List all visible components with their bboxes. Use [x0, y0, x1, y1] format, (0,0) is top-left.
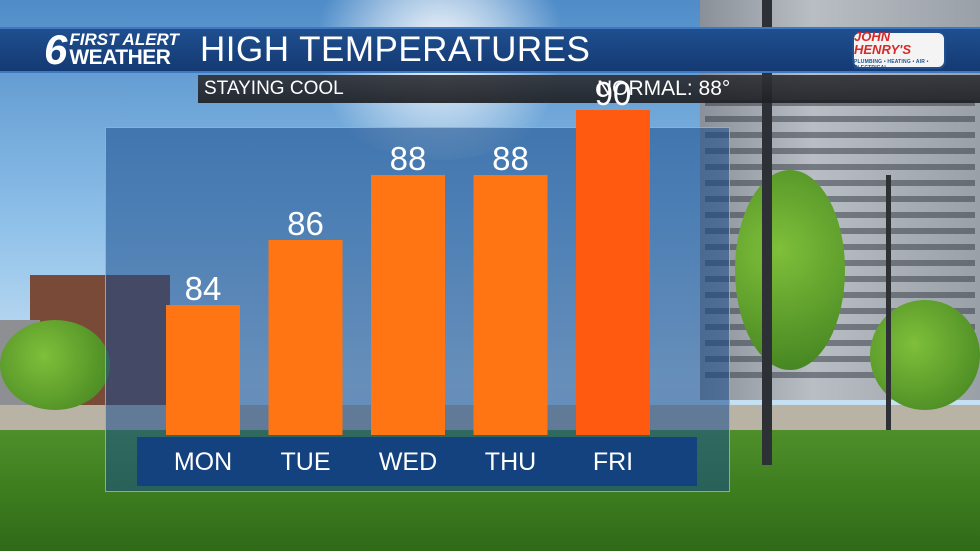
- tree: [735, 170, 845, 370]
- logo-line1: FIRST ALERT: [69, 29, 179, 49]
- value-label-thu: 88: [492, 140, 529, 177]
- bar-wed: [371, 175, 445, 435]
- normal-temperature: NORMAL: 88°: [597, 77, 731, 100]
- logo-text: FIRST ALERT WEATHER: [69, 29, 179, 70]
- subtitle: STAYING COOL: [204, 78, 344, 99]
- bar-mon: [166, 305, 240, 435]
- chart-title: HIGH TEMPERATURES: [200, 30, 591, 69]
- value-label-fri: 90: [595, 75, 632, 112]
- bar-fri: [576, 110, 650, 435]
- category-label-mon: MON: [174, 448, 232, 476]
- value-label-wed: 88: [390, 140, 427, 177]
- category-label-tue: TUE: [281, 448, 331, 476]
- bar-tue: [268, 240, 343, 435]
- sponsor-logo: JOHN HENRY'S PLUMBING • HEATING • AIR • …: [852, 28, 946, 71]
- tree: [0, 320, 110, 410]
- day-label-strip: [137, 437, 697, 486]
- light-pole: [762, 0, 772, 465]
- sponsor-tagline: PLUMBING • HEATING • AIR • ELECTRICAL: [854, 58, 929, 71]
- subheader-bar: [198, 75, 980, 103]
- logo-number: 6: [44, 26, 68, 73]
- category-label-fri: FRI: [593, 448, 633, 476]
- category-label-thu: THU: [485, 448, 536, 476]
- bar-thu: [473, 175, 548, 435]
- value-label-mon: 84: [185, 270, 222, 307]
- sponsor-name: JOHN HENRY'S: [854, 28, 912, 57]
- light-pole: [886, 175, 891, 430]
- logo-line2: WEATHER: [69, 46, 171, 70]
- header-bar: [0, 27, 980, 73]
- value-label-tue: 86: [287, 205, 324, 242]
- station-logo: 6 FIRST ALERT WEATHER: [44, 27, 179, 73]
- category-label-wed: WED: [379, 448, 437, 476]
